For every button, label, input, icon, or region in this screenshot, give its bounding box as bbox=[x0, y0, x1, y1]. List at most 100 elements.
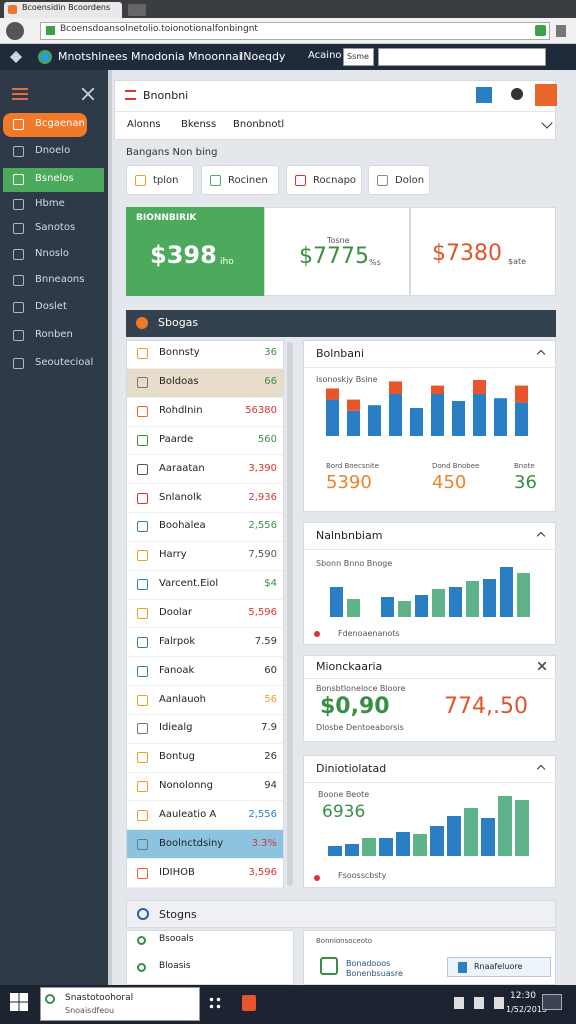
list-row[interactable]: Rohdlnin 56380 bbox=[127, 398, 283, 427]
taskbar-app[interactable]: Snastotoohoral Snoaisdfeou bbox=[40, 987, 200, 1021]
action-label[interactable]: tplon bbox=[153, 175, 179, 186]
row-name[interactable]: Boldoas bbox=[159, 376, 199, 388]
app-title[interactable]: Snastotoohoral bbox=[65, 993, 134, 1003]
list-row[interactable]: Nonolonng 94 bbox=[127, 773, 283, 802]
sidebar-item[interactable]: Dnoelo bbox=[3, 140, 104, 164]
close[interactable] bbox=[538, 662, 546, 670]
account[interactable]: Acaino bbox=[308, 50, 342, 61]
ext-icon[interactable] bbox=[535, 25, 546, 36]
action-button[interactable]: Rocinen bbox=[201, 165, 279, 195]
sidebar-label[interactable]: Bcgaenan bbox=[35, 118, 85, 129]
list-row[interactable]: Boohalea 2,556 bbox=[127, 513, 283, 542]
sidebar-item[interactable]: Hbme bbox=[3, 193, 104, 217]
list-row[interactable]: Bonnsty 36 bbox=[127, 340, 283, 369]
action-button[interactable]: tplon bbox=[126, 165, 194, 195]
sidebar-label[interactable]: Seoutecioal bbox=[35, 357, 94, 368]
list-row[interactable]: Boldoas 66 bbox=[127, 368, 283, 398]
action-label[interactable]: Dolon bbox=[395, 175, 425, 186]
back-button[interactable] bbox=[6, 22, 24, 40]
row-name[interactable]: Boohalea bbox=[159, 520, 206, 532]
task-view[interactable] bbox=[208, 996, 222, 1010]
row-name[interactable]: Varcent.Eiol bbox=[159, 578, 219, 590]
notifications[interactable] bbox=[542, 994, 562, 1010]
list-row[interactable]: Aauleatio A 2,556 bbox=[127, 801, 283, 831]
sidebar-item[interactable]: Bsnelos bbox=[3, 168, 104, 192]
sidebar-label[interactable]: Sanotos bbox=[35, 222, 76, 233]
row-name[interactable]: Bontug bbox=[159, 751, 195, 763]
list-row[interactable]: Fanoak 60 bbox=[127, 657, 283, 687]
list-row[interactable]: Doolar 5,596 bbox=[127, 600, 283, 629]
url-box[interactable] bbox=[40, 22, 550, 40]
sidebar-item[interactable]: Doslet bbox=[3, 296, 104, 320]
search-button[interactable]: Ssme bbox=[343, 48, 374, 66]
collapse[interactable] bbox=[536, 764, 546, 774]
row-name[interactable]: Boolnctdsiny bbox=[159, 837, 224, 849]
sidebar-item[interactable]: Bnneaons bbox=[3, 269, 104, 293]
clock-date[interactable]: 1/52/2013 bbox=[506, 1005, 548, 1014]
header-tab[interactable]: Bkenss bbox=[181, 119, 217, 130]
user-button[interactable] bbox=[511, 88, 523, 100]
clock-time[interactable]: 12:30 bbox=[510, 991, 536, 1001]
action-label[interactable]: Rocinen bbox=[228, 175, 268, 186]
sidebar-label[interactable]: Hbme bbox=[35, 198, 65, 209]
row-name[interactable]: IDIHOB bbox=[159, 866, 195, 878]
bottom-row[interactable]: Bsooals bbox=[159, 934, 194, 944]
tray-icons[interactable] bbox=[454, 997, 504, 1009]
sidebar-label[interactable]: Dnoelo bbox=[35, 145, 71, 156]
row-name[interactable]: Falrpok bbox=[159, 635, 196, 647]
alert-button[interactable] bbox=[535, 84, 557, 106]
list-row[interactable]: Idiealg 7.9 bbox=[127, 715, 283, 744]
browser-tab[interactable] bbox=[4, 2, 122, 18]
sidebar-label[interactable]: Bnneaons bbox=[35, 274, 85, 285]
row-name[interactable]: Snlanolk bbox=[159, 491, 202, 503]
start-button[interactable] bbox=[10, 993, 28, 1011]
row-name[interactable]: Paarde bbox=[159, 433, 194, 445]
list-row[interactable]: Paarde 560 bbox=[127, 427, 283, 456]
sidebar-label[interactable]: Nnoslo bbox=[35, 248, 70, 259]
header-tab[interactable]: Alonns bbox=[127, 119, 161, 130]
sidebar-label[interactable]: Doslet bbox=[35, 301, 67, 312]
list-row[interactable]: Falrpok 7.59 bbox=[127, 628, 283, 658]
list-row[interactable]: Boolnctdsiny 3.3% bbox=[127, 830, 283, 860]
row-name[interactable]: Nonolonng bbox=[159, 780, 213, 792]
sidebar-label[interactable]: Bsnelos bbox=[35, 173, 74, 184]
search-input[interactable] bbox=[378, 48, 546, 66]
action-label[interactable]: Rocnapo bbox=[313, 175, 357, 186]
row-name[interactable]: Harry bbox=[159, 549, 187, 561]
list-row[interactable]: IDIHOB 3,596 bbox=[127, 859, 283, 888]
new-tab[interactable] bbox=[128, 4, 146, 16]
sidebar-item[interactable]: Nnoslo bbox=[3, 243, 104, 267]
bottom-button[interactable]: Rnaafeluore bbox=[447, 957, 551, 977]
collapse[interactable] bbox=[536, 531, 546, 541]
list-row[interactable]: Snlanolk 2,936 bbox=[127, 484, 283, 514]
sidebar-item[interactable]: Sanotos bbox=[3, 217, 104, 241]
action-button[interactable]: Dolon bbox=[368, 165, 430, 195]
sidebar-item[interactable]: Ronben bbox=[3, 324, 104, 348]
sidebar-item[interactable]: Seoutecioal bbox=[3, 352, 104, 376]
list-row[interactable]: Harry 7,590 bbox=[127, 542, 283, 571]
row-name[interactable]: Aaraatan bbox=[159, 462, 205, 474]
menu-icon[interactable] bbox=[556, 25, 566, 37]
list-row[interactable]: Bontug 26 bbox=[127, 744, 283, 773]
logo[interactable] bbox=[38, 50, 52, 64]
header-tab[interactable]: Bnonbnotl bbox=[233, 119, 285, 130]
row-name[interactable]: Doolar bbox=[159, 606, 192, 618]
row-name[interactable]: Aauleatio A bbox=[159, 808, 217, 820]
nav-link[interactable]: INoeqdy bbox=[240, 50, 286, 63]
row-name[interactable]: Bonnsty bbox=[159, 347, 200, 359]
chevron[interactable] bbox=[541, 117, 553, 129]
collapse[interactable] bbox=[536, 349, 546, 359]
task-icon[interactable] bbox=[242, 995, 256, 1011]
info-button[interactable] bbox=[476, 87, 492, 103]
row-name[interactable]: Fanoak bbox=[159, 664, 195, 676]
row-name[interactable]: Aanlauoh bbox=[159, 693, 207, 705]
bottom-row[interactable]: Bloasis bbox=[159, 961, 191, 971]
sidebar-label[interactable]: Ronben bbox=[35, 329, 73, 340]
app-subtitle[interactable]: Snoaisdfeou bbox=[65, 1006, 115, 1015]
hamburger[interactable] bbox=[12, 88, 28, 100]
sidebar-close[interactable] bbox=[82, 88, 94, 100]
search-button-label[interactable]: Ssme bbox=[347, 52, 369, 61]
home-icon[interactable] bbox=[10, 51, 22, 63]
sidebar-item[interactable]: Bcgaenan bbox=[3, 113, 87, 137]
list-row[interactable]: Aaraatan 3,390 bbox=[127, 455, 283, 485]
